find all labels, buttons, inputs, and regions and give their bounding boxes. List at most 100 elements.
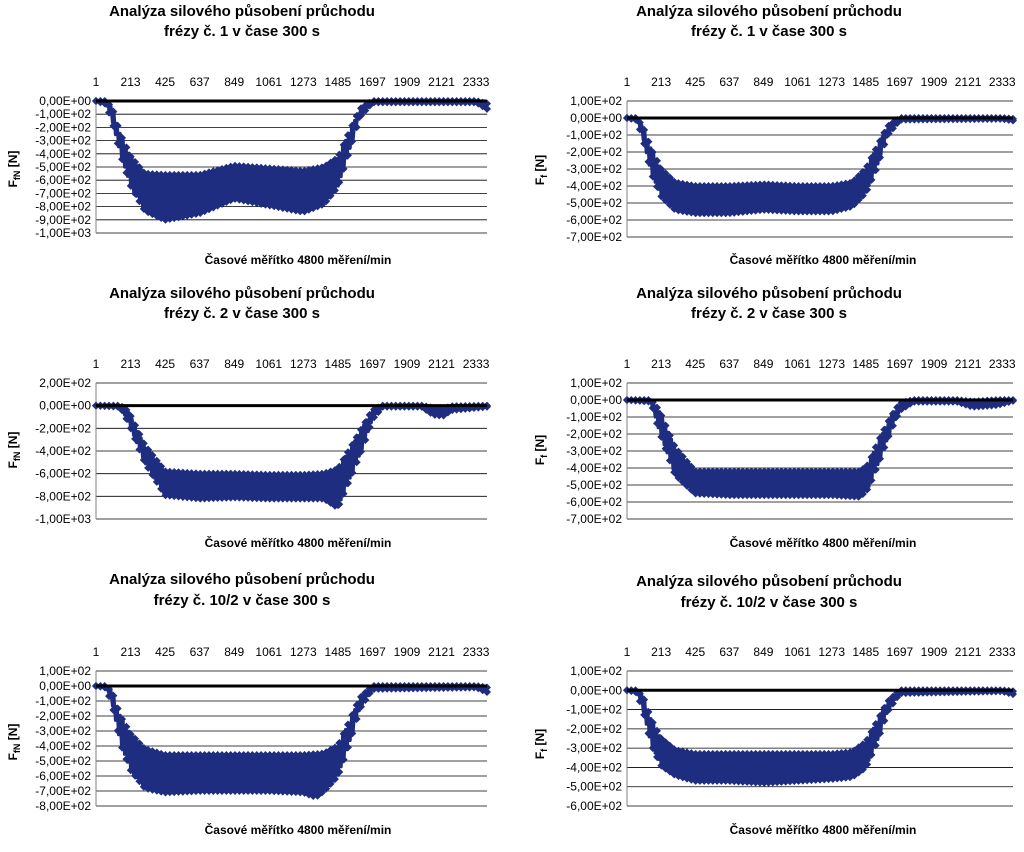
x-tick-label: 1 [624, 645, 631, 659]
series-marker [343, 720, 352, 729]
series-marker [209, 751, 218, 759]
series-marker [828, 774, 837, 783]
series-marker [785, 181, 794, 190]
series-marker [803, 776, 812, 785]
series-marker [794, 491, 803, 500]
series-marker [222, 787, 231, 795]
series-marker [678, 452, 687, 461]
series-marker [738, 491, 747, 500]
series-marker [1004, 397, 1013, 406]
series-marker [478, 403, 487, 412]
y-tick-label: -7,00E+02 [35, 784, 91, 798]
x-tick-label: 637 [190, 357, 210, 371]
x-tick-label: 849 [753, 357, 773, 371]
series-marker [640, 710, 649, 719]
y-tick-label: 0,00E+00 [570, 111, 622, 125]
series-marker [695, 489, 704, 498]
series-marker [296, 751, 305, 759]
series-marker [846, 748, 855, 757]
series-marker [781, 181, 790, 190]
series-marker [991, 401, 1000, 410]
series-marker [876, 711, 885, 720]
series-marker [708, 467, 717, 476]
series-marker [876, 153, 885, 162]
series-marker [226, 751, 235, 759]
series-marker [196, 751, 205, 759]
series-marker [396, 684, 405, 693]
series-marker [165, 170, 174, 179]
series-marker [239, 162, 248, 171]
series-marker [743, 777, 752, 786]
series-marker [452, 683, 461, 692]
series-marker [178, 751, 187, 759]
series-marker [858, 167, 867, 176]
series-marker [880, 703, 889, 712]
x-tick-label: 1273 [818, 645, 845, 659]
series-marker [721, 776, 730, 785]
series-marker [135, 739, 144, 748]
series-marker [309, 792, 318, 801]
series-marker [781, 467, 790, 476]
x-tick-label: 2121 [428, 75, 455, 89]
series-marker [644, 729, 653, 738]
series-marker [807, 467, 816, 476]
plot-area: 1,00E+02 0,00E+00 -1,00E+02 -2,00E+02 -3,00E… [566, 75, 1017, 244]
series-marker [777, 206, 786, 215]
series-marker [213, 494, 222, 503]
series-marker [118, 155, 127, 164]
x-tick-label: 213 [651, 645, 671, 659]
series-marker [257, 163, 266, 172]
y-tick-label: -1,00E+02 [566, 703, 622, 717]
series-marker [747, 749, 756, 758]
series-marker [781, 749, 790, 758]
series-marker [794, 749, 803, 758]
y-tick-label: -3,00E+02 [35, 134, 91, 148]
y-tick-label: -4,00E+02 [35, 444, 91, 458]
y-tick-label: -5,00E+02 [35, 754, 91, 768]
series-marker [257, 494, 266, 503]
series-marker [322, 784, 331, 793]
series-marker [764, 491, 773, 500]
series-marker [270, 164, 279, 173]
series-marker [244, 787, 253, 795]
series-marker [807, 749, 816, 758]
series-marker [717, 749, 726, 758]
series-marker [751, 467, 760, 476]
series-marker [811, 467, 820, 476]
series-marker [648, 172, 657, 181]
series-marker [653, 156, 662, 165]
x-tick-label: 849 [224, 75, 244, 89]
series-marker [751, 206, 760, 215]
series-marker [794, 776, 803, 785]
series-marker [691, 182, 700, 190]
series-marker [370, 684, 379, 693]
series-marker [738, 467, 747, 476]
series-marker [157, 484, 166, 493]
series-marker [296, 494, 305, 503]
series-marker [897, 405, 906, 414]
series-marker [483, 688, 491, 696]
series-marker [352, 458, 361, 467]
series-marker [850, 492, 859, 501]
series-marker [674, 179, 683, 188]
series-marker [893, 693, 902, 702]
x-tick-label: 1909 [921, 645, 948, 659]
x-tick-label: 637 [190, 75, 210, 89]
series-marker [871, 741, 880, 750]
series-marker [304, 494, 313, 503]
series-marker [348, 710, 357, 719]
series-marker [339, 140, 348, 149]
series-marker [661, 421, 670, 430]
series-marker [383, 684, 392, 693]
series-marker [695, 776, 704, 785]
series-marker [867, 453, 876, 462]
series-marker [670, 468, 679, 477]
series-marker [880, 716, 889, 725]
series-marker [987, 401, 996, 410]
series-marker [287, 470, 296, 479]
series-marker [751, 180, 760, 189]
y-axis-label-main: F [533, 458, 547, 465]
series-marker [352, 715, 361, 724]
series-marker [313, 494, 322, 503]
series-marker [816, 775, 824, 784]
